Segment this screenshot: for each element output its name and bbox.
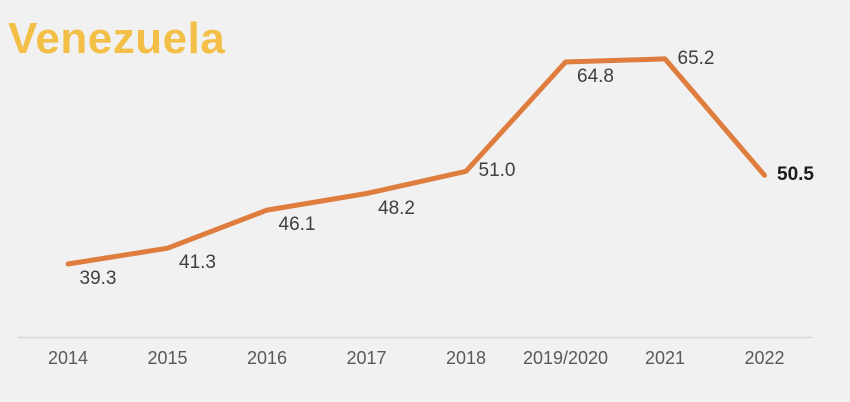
data-label: 41.3 [179,252,216,274]
x-axis-label: 2017 [346,348,387,368]
data-label: 64.8 [577,66,614,88]
x-axis-label: 2015 [147,348,188,368]
x-axis-label: 2018 [445,348,487,368]
x-axis-label: 2021 [644,348,686,368]
x-axis-label: 2016 [246,348,288,368]
data-label: 65.2 [677,47,715,69]
data-label: 46.1 [278,214,316,236]
series-line [65,56,767,267]
data-label: 39.3 [79,268,117,289]
page-title: Venezuela [8,14,226,63]
data-label: 48.2 [378,197,415,219]
x-axis-label: 2019/2020 [522,348,609,368]
x-axis-label: 2022 [744,348,785,368]
data-label: 51.0 [478,160,516,182]
x-axis-label: 2014 [47,348,89,368]
data-label: 50.5 [777,164,814,186]
